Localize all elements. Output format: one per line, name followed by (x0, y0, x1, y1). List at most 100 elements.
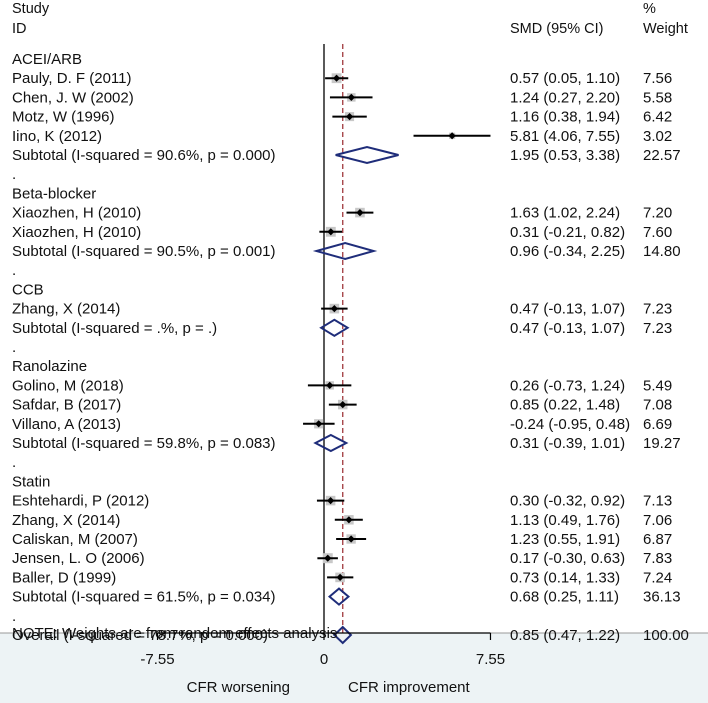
subtotal-label: Subtotal (I-squared = 90.5%, p = 0.001) (12, 243, 276, 260)
study-label: Zhang, X (2014) (12, 301, 120, 318)
point-estimate (345, 516, 353, 524)
effect-ci-text: 0.17 (-0.30, 0.63) (510, 550, 625, 567)
effect-ci-text: 0.68 (0.25, 1.11) (510, 589, 619, 606)
subtotal-label: Subtotal (I-squared = 59.8%, p = 0.083) (12, 435, 276, 452)
effect-ci-text: 1.23 (0.55, 1.91) (510, 531, 620, 548)
study-label: Safdar, B (2017) (12, 397, 121, 414)
subtotal-diamond (313, 433, 349, 453)
effect-ci-text: 1.95 (0.53, 3.38) (510, 147, 620, 164)
group-separator: . (12, 262, 16, 279)
study-label: Chen, J. W (2002) (12, 89, 134, 106)
x-tick-label: 7.55 (476, 651, 505, 668)
weight-text: 22.57 (643, 147, 681, 164)
subtotal-diamond (335, 145, 399, 165)
point-estimate (330, 305, 338, 313)
right-direction-label: CFR improvement (348, 679, 471, 696)
study-label: Eshtehardi, P (2012) (12, 493, 149, 510)
group-separator: . (12, 454, 16, 471)
effect-ci-text: -0.24 (-0.95, 0.48) (510, 416, 630, 433)
x-tick-label: -7.55 (140, 651, 174, 668)
point-estimate (448, 132, 456, 140)
point-estimate (356, 209, 364, 217)
weight-text: 7.08 (643, 397, 672, 414)
point-estimate (327, 228, 335, 236)
effect-ci-text: 1.63 (1.02, 2.24) (510, 205, 620, 222)
effect-ci-text: 0.73 (0.14, 1.33) (510, 569, 620, 586)
study-label: Pauly, D. F (2011) (12, 70, 132, 87)
effect-ci-text: 0.47 (-0.13, 1.07) (510, 301, 625, 318)
study-label: Baller, D (1999) (12, 569, 116, 586)
weight-text: 5.58 (643, 89, 672, 106)
weight-text: 7.23 (643, 301, 672, 318)
study-label: Motz, W (1996) (12, 109, 115, 126)
effect-ci-text: 0.96 (-0.34, 2.25) (510, 243, 625, 260)
rows-layer: ACEI/ARB Pauly, D. F (2011) 0.57 (0.05, 1.… (12, 44, 689, 645)
study-label: Golino, M (2018) (12, 377, 124, 394)
study-label: Zhang, X (2014) (12, 512, 120, 529)
study-label: Xiaozhen, H (2010) (12, 224, 141, 241)
subtotal-diamond (319, 318, 350, 337)
subtotal-diamond (312, 241, 378, 261)
group-separator: . (12, 339, 16, 356)
subtotal-label: Subtotal (I-squared = 90.6%, p = 0.000) (12, 147, 276, 164)
point-estimate (347, 93, 355, 101)
effect-ci-text: 0.31 (-0.39, 1.01) (510, 435, 625, 452)
header-weight-pct: % (643, 1, 656, 17)
header-effect: SMD (95% CI) (510, 21, 603, 37)
point-estimate (327, 497, 335, 505)
weight-text: 7.24 (643, 569, 672, 586)
effect-ci-text: 5.81 (4.06, 7.55) (510, 128, 620, 145)
weight-text: 6.69 (643, 416, 672, 433)
group-label: Ranolazine (12, 358, 87, 375)
weight-text: 5.49 (643, 377, 672, 394)
effect-ci-text: 0.31 (-0.21, 0.82) (510, 224, 625, 241)
x-tick-label: 0 (320, 651, 328, 668)
study-label: Jensen, L. O (2006) (12, 550, 145, 567)
left-direction-label: CFR worsening (187, 679, 290, 696)
study-label: Caliskan, M (2007) (12, 531, 138, 548)
point-estimate (345, 113, 354, 121)
effect-ci-text: 0.85 (0.47, 1.22) (510, 627, 620, 644)
group-label: Beta-blocker (12, 185, 96, 202)
group-label: Statin (12, 473, 50, 490)
header-weight: Weight (643, 21, 688, 37)
subtotal-diamond (327, 587, 351, 606)
point-estimate (324, 554, 332, 562)
header-study: Study (12, 1, 50, 17)
weight-text: 3.02 (643, 128, 672, 145)
point-estimate (336, 573, 344, 581)
overall-label: Overall (I-squared = 78.7%, p = 0.000) (12, 627, 268, 644)
effect-ci-text: 1.24 (0.27, 2.20) (510, 89, 620, 106)
point-estimate (326, 381, 334, 389)
effect-ci-text: 0.26 (-0.73, 1.24) (510, 377, 625, 394)
weight-text: 6.42 (643, 109, 672, 126)
subtotal-label: Subtotal (I-squared = 61.5%, p = 0.034) (12, 589, 276, 606)
subtotal-label: Subtotal (I-squared = .%, p = .) (12, 320, 217, 337)
group-label: CCB (12, 281, 44, 298)
effect-ci-text: 1.16 (0.38, 1.94) (510, 109, 620, 126)
weight-text: 6.87 (643, 531, 672, 548)
point-estimate (339, 401, 347, 409)
effect-ci-text: 0.57 (0.05, 1.10) (510, 70, 620, 87)
point-estimate (315, 420, 323, 428)
effect-ci-text: 0.47 (-0.13, 1.07) (510, 320, 625, 337)
weight-text: 100.00 (643, 627, 689, 644)
overall-diamond (332, 625, 353, 645)
weight-text: 7.60 (643, 224, 672, 241)
effect-ci-text: 1.13 (0.49, 1.76) (510, 512, 620, 529)
effect-ci-text: 0.85 (0.22, 1.48) (510, 397, 620, 414)
weight-text: 7.13 (643, 493, 672, 510)
study-label: Villano, A (2013) (12, 416, 121, 433)
weight-text: 7.20 (643, 205, 672, 222)
study-label: Iino, K (2012) (12, 128, 102, 145)
group-label: ACEI/ARB (12, 51, 82, 68)
x-axis: -7.55 0 7.55 (140, 632, 505, 668)
weight-text: 7.83 (643, 550, 672, 567)
weight-text: 7.23 (643, 320, 672, 337)
axis-band (0, 633, 708, 703)
weight-text: 36.13 (643, 589, 681, 606)
group-separator: . (12, 166, 16, 183)
group-separator: . (12, 608, 16, 625)
weight-text: 14.80 (643, 243, 681, 260)
